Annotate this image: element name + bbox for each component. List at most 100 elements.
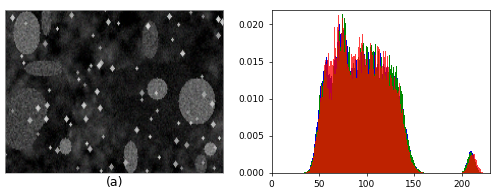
Bar <box>361 43 362 173</box>
Bar <box>416 167 417 173</box>
Bar <box>392 83 393 173</box>
Bar <box>473 155 474 173</box>
Bar <box>354 56 355 173</box>
Bar <box>359 60 360 173</box>
Bar <box>400 109 402 173</box>
Bar <box>394 77 395 173</box>
Bar <box>420 172 422 173</box>
Bar <box>360 52 361 173</box>
Bar <box>379 49 380 173</box>
Bar <box>480 171 482 173</box>
Bar <box>394 76 395 173</box>
Bar <box>373 69 374 173</box>
Bar <box>390 70 391 173</box>
Bar <box>362 43 364 173</box>
Bar <box>464 169 466 173</box>
Bar <box>420 172 422 173</box>
Bar <box>340 47 341 173</box>
Bar <box>377 64 378 173</box>
Bar <box>328 52 330 173</box>
Bar <box>316 132 317 173</box>
Bar <box>352 79 353 173</box>
Bar <box>420 172 422 173</box>
Bar <box>375 44 376 173</box>
Bar <box>320 102 321 173</box>
Bar <box>471 155 472 173</box>
Bar <box>472 155 473 173</box>
Bar <box>395 89 396 173</box>
Bar <box>475 159 476 173</box>
Bar <box>388 72 390 173</box>
Bar <box>312 158 314 173</box>
Bar <box>322 81 323 173</box>
Bar <box>471 151 472 173</box>
Bar <box>310 167 312 173</box>
Bar <box>396 88 397 173</box>
Bar <box>323 83 324 173</box>
Bar <box>464 168 466 173</box>
Bar <box>470 152 471 173</box>
Bar <box>469 159 470 173</box>
Bar <box>391 83 392 173</box>
Bar <box>414 164 415 173</box>
Bar <box>366 48 368 173</box>
Bar <box>462 172 464 173</box>
Bar <box>468 163 469 173</box>
Bar <box>317 122 318 173</box>
Bar <box>364 73 366 173</box>
Bar <box>339 24 340 173</box>
Bar <box>410 158 411 173</box>
Bar <box>473 154 474 173</box>
Bar <box>304 172 305 173</box>
Bar <box>392 73 393 173</box>
Bar <box>316 137 317 173</box>
Bar <box>474 159 475 173</box>
Bar <box>418 169 419 173</box>
Bar <box>476 169 478 173</box>
Bar <box>396 66 397 173</box>
Bar <box>399 83 400 173</box>
Bar <box>377 71 378 173</box>
Bar <box>462 171 464 173</box>
Bar <box>338 15 339 173</box>
Bar <box>338 30 339 173</box>
Bar <box>415 166 416 173</box>
Bar <box>470 156 471 173</box>
Bar <box>362 50 364 173</box>
Bar <box>395 91 396 173</box>
Bar <box>305 172 306 173</box>
Bar <box>468 157 469 173</box>
Bar <box>348 67 350 173</box>
Bar <box>393 67 394 173</box>
Bar <box>476 165 478 173</box>
Bar <box>335 74 336 173</box>
Bar <box>411 162 412 173</box>
Bar <box>374 76 375 173</box>
Bar <box>380 67 381 173</box>
Bar <box>328 75 330 173</box>
Bar <box>364 65 366 173</box>
Bar <box>414 163 415 173</box>
Bar <box>355 65 356 173</box>
X-axis label: (a): (a) <box>106 175 123 189</box>
Bar <box>315 134 316 173</box>
Bar <box>473 159 474 173</box>
Bar <box>390 75 391 173</box>
Bar <box>350 72 352 173</box>
Bar <box>376 67 377 173</box>
Bar <box>380 53 381 173</box>
Bar <box>314 148 315 173</box>
Bar <box>382 64 384 173</box>
Bar <box>397 79 398 173</box>
Bar <box>314 144 315 173</box>
Bar <box>379 78 380 173</box>
Bar <box>466 164 467 173</box>
Bar <box>359 60 360 173</box>
Bar <box>475 162 476 173</box>
Bar <box>395 72 396 173</box>
Bar <box>411 156 412 173</box>
Bar <box>375 64 376 173</box>
Bar <box>355 59 356 173</box>
Bar <box>373 58 374 173</box>
Bar <box>334 27 335 173</box>
